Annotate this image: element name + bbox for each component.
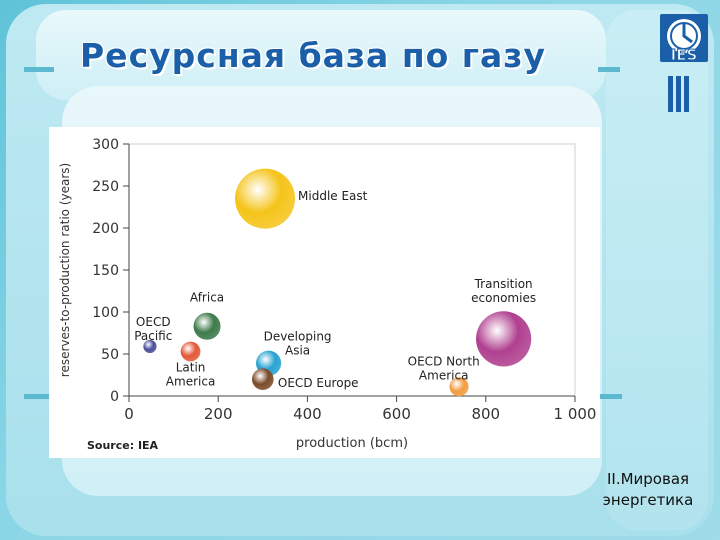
bubble-label-africa: Africa xyxy=(190,290,224,304)
decor-line xyxy=(24,394,54,399)
x-tick-label: 600 xyxy=(382,405,411,423)
bubble-label-oecd-north-america: OECD North America xyxy=(408,355,480,383)
logo-text: IES xyxy=(671,46,698,64)
bubble-oecd-pacific xyxy=(143,339,157,354)
bubble-africa xyxy=(193,312,221,340)
decor-line xyxy=(598,67,620,72)
bubble-label-oecd-europe: OECD Europe xyxy=(278,376,359,390)
y-tick-label: 300 xyxy=(92,137,119,153)
side-panel xyxy=(606,10,708,530)
bubble-transition-economies xyxy=(476,311,532,367)
y-tick-label: 200 xyxy=(92,221,119,237)
bubble-label-oecd-pacific: OECD Pacific xyxy=(134,315,172,343)
title-panel xyxy=(36,10,606,100)
ies-logo: IES xyxy=(660,14,708,112)
chart-panel: 0 50 100 150 200 250 300 0 200 400 600 800 1 000 Mi… xyxy=(49,127,600,458)
bubble-chart: 0 50 100 150 200 250 300 0 200 400 600 800 1 000 Mi… xyxy=(58,137,597,452)
x-tick-label: 1 000 xyxy=(554,405,597,423)
decor-line xyxy=(600,394,622,399)
y-tick-label: 50 xyxy=(101,347,119,363)
y-tick-label: 150 xyxy=(92,263,119,279)
bubble-label-latin-america: Latin America xyxy=(166,360,216,388)
x-tick-label: 400 xyxy=(293,405,322,423)
bubble-latin-america xyxy=(180,341,201,362)
slide-title: Ресурсная база по газу xyxy=(80,36,546,75)
y-tick-label: 250 xyxy=(92,179,119,195)
footer-line-1: II.Мировая xyxy=(606,470,690,488)
x-tick-label: 0 xyxy=(124,405,134,423)
x-tick-label: 200 xyxy=(204,405,233,423)
bubble-oecd-europe xyxy=(252,368,274,390)
bubble-middle-east xyxy=(235,168,296,229)
y-axis-label: reserves-to-production ratio (years) xyxy=(58,163,72,377)
decor-line xyxy=(24,67,54,72)
bubble-label-developing-asia: Developing Asia xyxy=(264,330,332,358)
slide-footer: II.Мировая энергетика xyxy=(586,469,710,511)
source-note: Source: IEA xyxy=(87,439,159,452)
bubble-oecd-north-america xyxy=(449,377,469,397)
bubble-label-transition-economies: Transition economies xyxy=(471,277,536,305)
x-axis-label: production (bcm) xyxy=(296,436,408,451)
y-tick-label: 0 xyxy=(110,389,119,405)
footer-line-2: энергетика xyxy=(602,491,694,509)
x-tick-label: 800 xyxy=(471,405,500,423)
bubble-label-middle-east: Middle East xyxy=(298,189,368,203)
y-tick-label: 100 xyxy=(92,305,119,321)
